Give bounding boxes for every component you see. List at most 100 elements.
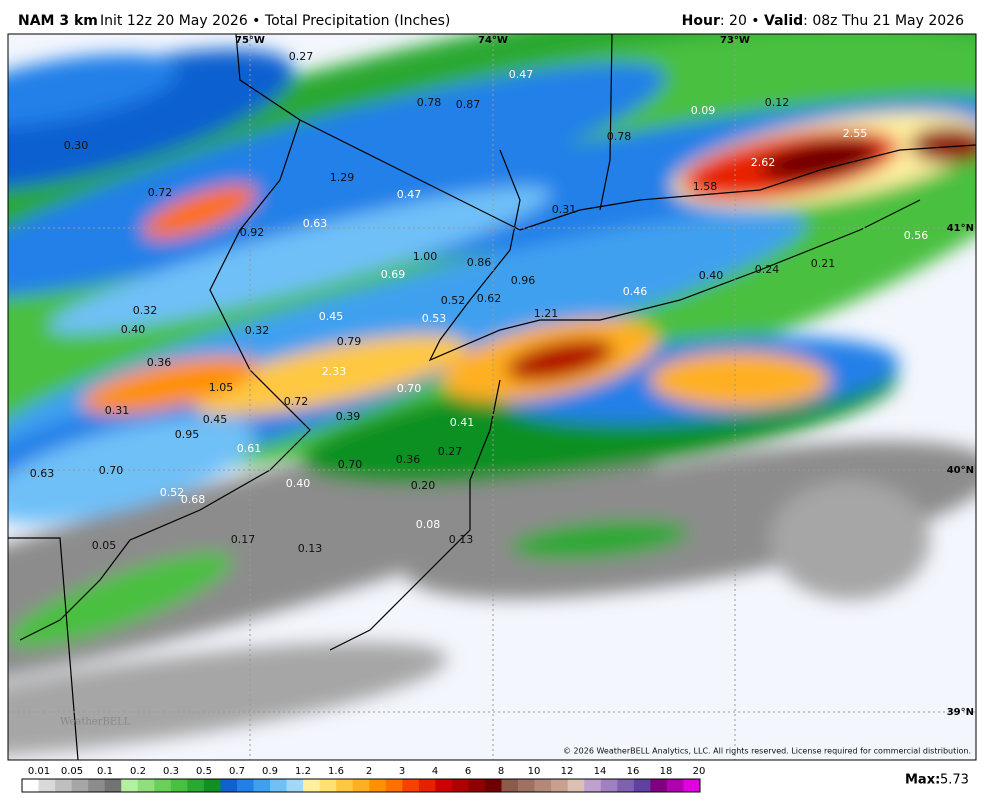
point-value: 0.40 (699, 269, 724, 282)
colorbar-label: 0.7 (229, 766, 245, 777)
precip-area (8, 53, 179, 127)
copyright: © 2026 WeatherBELL Analytics, LLC. All r… (563, 747, 971, 756)
hour: : 20 • (720, 13, 760, 29)
point-value: 1.29 (330, 171, 355, 184)
precip-area (8, 417, 256, 523)
colorbar-swatch (385, 779, 403, 792)
colorbar-swatch (584, 779, 602, 792)
point-value: 1.58 (693, 180, 718, 193)
point-value: 1.21 (534, 307, 559, 320)
point-value: 0.47 (509, 68, 534, 81)
point-value: 0.12 (765, 96, 790, 109)
model: NAM 3 km (18, 13, 98, 29)
coastlines (8, 34, 976, 760)
point-value: 0.20 (411, 479, 436, 492)
precip-area (770, 480, 930, 600)
precip-area (760, 139, 880, 181)
point-value: 0.05 (92, 539, 117, 552)
lon-label: 73°W (720, 35, 750, 46)
colorbar: 0.01 0.05 0.1 0.2 0.3 0.5 0.7 0.9 1.2 1.6 2 3 4 6 8 10 1… (21, 766, 705, 793)
colorbar-swatch (88, 779, 105, 792)
point-value: 0.72 (284, 395, 309, 408)
point-value: 0.70 (99, 464, 124, 477)
map-frame (7, 33, 977, 761)
colorbar-label: 0.05 (61, 766, 83, 777)
map: 0.27 0.47 0.78 0.87 0.09 0.12 0.30 0.78 2.55 2.62… (8, 34, 976, 760)
colorbar-swatch (104, 779, 122, 792)
colorbar-swatch (121, 779, 139, 792)
coast (329, 379, 501, 651)
colorbar-swatch (236, 779, 254, 792)
precip-area (510, 520, 690, 560)
point-value: 2.55 (843, 127, 868, 140)
hour-label: Hour (682, 13, 720, 29)
colorbar-swatch (220, 779, 238, 792)
point-value: 0.47 (397, 188, 422, 201)
graticule (8, 34, 976, 760)
colorbar-label: 3 (399, 766, 405, 777)
colorbar-swatch (485, 779, 502, 792)
colorbar-label: 1.6 (328, 766, 344, 777)
precip-area (650, 352, 830, 408)
point-value: 0.32 (245, 324, 270, 337)
colorbar-swatch (600, 779, 618, 792)
colorbar-swatch (501, 779, 519, 792)
colorbar-swatch (137, 779, 155, 792)
point-value: 0.96 (511, 274, 536, 287)
point-value: 0.39 (336, 410, 361, 423)
point-value: 0.87 (456, 98, 481, 111)
colorbar-swatch (418, 779, 436, 792)
point-value: 0.56 (904, 229, 929, 242)
point-value: 0.72 (148, 186, 173, 199)
logo: WeatherBELL (60, 717, 131, 728)
point-value: 0.52 (160, 486, 185, 499)
max-value: 5.73 (940, 773, 969, 788)
point-value: 0.95 (175, 428, 200, 441)
colorbar-swatch (666, 779, 684, 792)
colorbar-label: 0.9 (262, 766, 278, 777)
point-value: 0.53 (422, 312, 447, 325)
precip-area (143, 185, 257, 239)
colorbar-swatch (518, 779, 535, 792)
point-value: 0.92 (240, 226, 265, 239)
colorbar-label: 10 (528, 766, 541, 777)
colorbar-label: 12 (561, 766, 574, 777)
precip-area (8, 49, 294, 191)
border (299, 119, 521, 231)
colorbar-swatch (319, 779, 337, 792)
point-value: 0.70 (338, 458, 363, 471)
colorbar-swatch (286, 779, 304, 792)
point-value: 0.30 (64, 139, 89, 152)
point-value: 0.31 (105, 404, 130, 417)
point-value: 0.27 (289, 50, 314, 63)
point-value: 0.63 (30, 467, 55, 480)
lat-label: 41°N (947, 223, 974, 234)
point-value: 0.78 (607, 130, 632, 143)
colorbar-swatch (567, 779, 585, 792)
point-value: 0.41 (450, 416, 475, 429)
valid-info: Hour: 20 • Valid: 08z Thu 21 May 2026 (682, 13, 964, 29)
max-label: Max: (905, 773, 940, 788)
point-value: 2.62 (751, 156, 776, 169)
point-value: 1.05 (209, 381, 234, 394)
colorbar-swatch (402, 779, 420, 792)
colorbar-swatch (22, 779, 39, 792)
colorbar-label: 0.01 (28, 766, 50, 777)
colorbar-label: 14 (594, 766, 607, 777)
point-value: 0.24 (755, 263, 780, 276)
colorbar-swatch (303, 779, 320, 792)
point-value: 0.45 (319, 310, 344, 323)
description: Init 12z 20 May 2026 • Total Precipitati… (100, 13, 450, 29)
point-value: 0.45 (203, 413, 228, 426)
precip-area (506, 339, 614, 381)
colorbar-swatch (468, 779, 486, 792)
point-value: 0.40 (121, 323, 146, 336)
colorbar-swatch (633, 779, 651, 792)
point-value: 0.36 (147, 356, 172, 369)
valid-label: Valid (764, 13, 803, 29)
point-value: 2.33 (322, 365, 347, 378)
lat-label: 40°N (947, 465, 974, 476)
precip-field (8, 34, 976, 758)
point-value: 0.21 (811, 257, 836, 270)
point-value: 0.09 (691, 104, 716, 117)
